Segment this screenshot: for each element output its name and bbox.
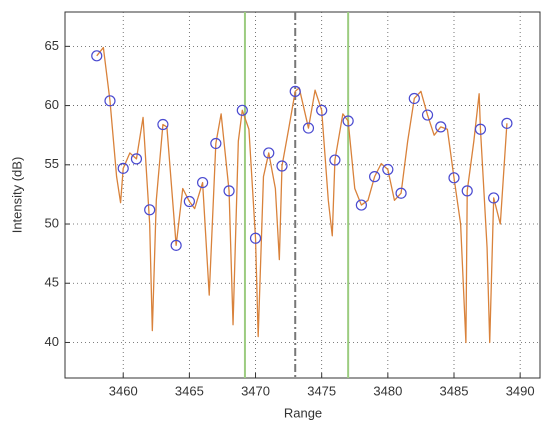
data-point (289, 85, 301, 97)
data-point (435, 121, 447, 133)
data-point (236, 104, 248, 116)
y-tick-label: 40 (45, 334, 59, 349)
data-point (276, 160, 288, 172)
data-point (104, 95, 116, 107)
data-point (382, 163, 394, 176)
data-point (474, 123, 487, 135)
data-point (197, 176, 209, 189)
data-point (369, 171, 381, 183)
x-tick-label: 3480 (373, 383, 402, 398)
data-line (96, 46, 508, 344)
x-tick-label: 3460 (109, 383, 138, 398)
data-point (421, 109, 434, 121)
data-point (130, 153, 143, 165)
data-point (170, 239, 182, 251)
y-tick-label: 55 (45, 156, 59, 171)
x-axis-label: Range (284, 405, 322, 420)
data-point (302, 122, 315, 134)
y-tick-label: 45 (45, 275, 59, 290)
data-point (501, 117, 513, 129)
data-point (210, 137, 222, 150)
data-point (488, 192, 500, 204)
data-point (117, 162, 129, 174)
x-tick-label: 3490 (506, 383, 535, 398)
data-point (395, 187, 407, 199)
data-point (329, 154, 341, 166)
data-point (249, 232, 262, 244)
data-point (461, 185, 473, 197)
data-point (157, 118, 169, 131)
plot-frame (64, 11, 541, 379)
data-point (183, 195, 195, 208)
data-point (408, 92, 420, 105)
data-point (144, 204, 156, 216)
data-point (448, 172, 460, 184)
data-point (316, 104, 328, 116)
data-point (355, 199, 367, 211)
y-tick-label: 50 (45, 215, 59, 230)
y-axis-label: Intensity (dB) (9, 157, 24, 234)
data-point (91, 50, 103, 62)
data-point (223, 185, 235, 197)
y-tick-label: 60 (45, 97, 59, 112)
data-point (263, 147, 275, 159)
x-tick-label: 3470 (241, 383, 270, 398)
x-tick-label: 3465 (175, 383, 204, 398)
y-tick-label: 65 (45, 38, 59, 53)
data-point (342, 115, 354, 127)
x-tick-label: 3475 (307, 383, 336, 398)
x-tick-label: 3485 (440, 383, 469, 398)
